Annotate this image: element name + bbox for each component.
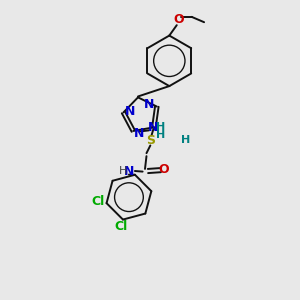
Text: Cl: Cl bbox=[91, 196, 104, 208]
Text: H: H bbox=[156, 122, 166, 132]
Text: O: O bbox=[158, 163, 169, 176]
Text: N: N bbox=[144, 98, 154, 111]
Text: H: H bbox=[181, 135, 190, 145]
Text: S: S bbox=[146, 134, 155, 147]
Text: N: N bbox=[125, 105, 135, 118]
Text: H: H bbox=[119, 166, 127, 176]
Text: H: H bbox=[156, 130, 166, 140]
Text: Cl: Cl bbox=[115, 220, 128, 232]
Text: N: N bbox=[124, 164, 135, 178]
Text: N: N bbox=[134, 127, 144, 140]
Text: O: O bbox=[173, 13, 184, 26]
Text: N: N bbox=[147, 121, 158, 134]
